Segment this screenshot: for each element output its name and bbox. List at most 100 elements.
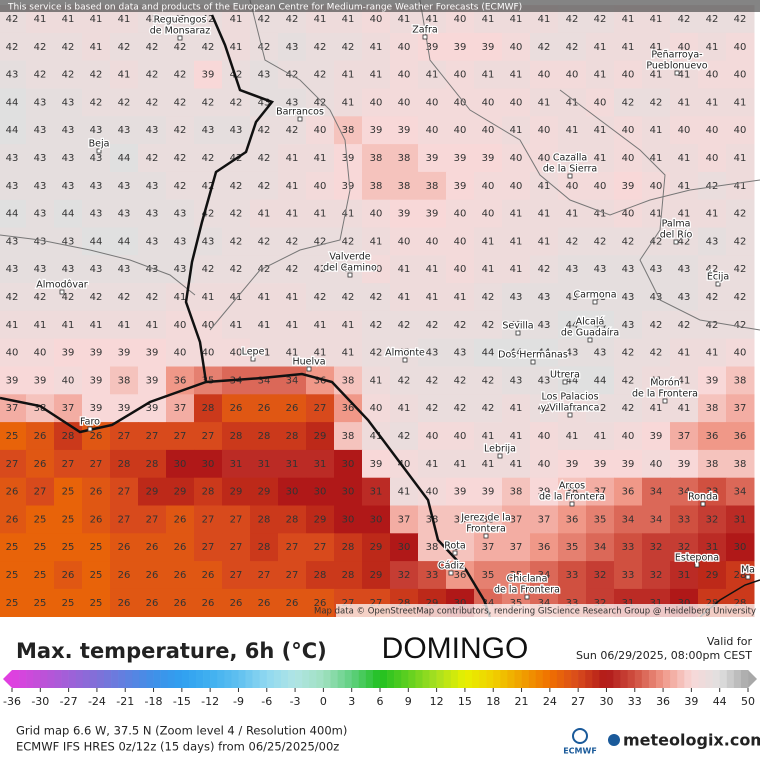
scale-swatch: [387, 670, 395, 688]
temperature-cell: [670, 394, 699, 423]
scale-swatch: [493, 670, 501, 688]
temperature-value: 42: [426, 320, 439, 331]
temperature-cell: [558, 60, 587, 89]
temperature-value: 43: [118, 125, 131, 136]
temperature-value: 41: [62, 14, 75, 25]
temperature-value: 41: [734, 181, 747, 192]
temperature-cell: [530, 88, 559, 117]
temperature-value: 39: [426, 42, 439, 53]
temperature-cell: [138, 116, 167, 145]
place-label: Écija: [707, 271, 729, 283]
temperature-value: 43: [174, 264, 187, 275]
temperature-value: 39: [146, 403, 159, 414]
scale-swatch: [344, 670, 352, 688]
place-label: Huelva: [292, 357, 325, 368]
temperature-value: 28: [118, 459, 131, 470]
temperature-value: 41: [734, 153, 747, 164]
temperature-cell: [698, 88, 727, 117]
temperature-cell: [726, 227, 755, 256]
temperature-cell: [586, 171, 615, 201]
place-label: de Monsaraz: [150, 26, 210, 37]
scale-swatch: [663, 670, 671, 688]
temperature-value: 40: [202, 320, 215, 331]
scale-swatch: [514, 670, 522, 688]
temperature-value: 25: [34, 542, 47, 553]
temperature-value: 43: [118, 264, 131, 275]
temperature-cell: [334, 505, 363, 534]
region-border: [0, 234, 196, 296]
temperature-cell: [446, 449, 475, 479]
temperature-cell: [54, 449, 83, 479]
place-label: de la Sierra: [543, 164, 597, 175]
temperature-cell: [194, 533, 223, 562]
temperature-cell: [110, 588, 139, 618]
temperature-value: 35: [510, 570, 523, 581]
temperature-cell: [586, 561, 615, 590]
temperature-cell: [278, 88, 307, 117]
temperature-value: 41: [258, 348, 271, 359]
temperature-cell: [82, 283, 111, 312]
temperature-cell: [474, 88, 503, 117]
temperature-value: 43: [146, 264, 159, 275]
temperature-value: 34: [622, 514, 635, 525]
temperature-cell: [110, 422, 139, 451]
temperature-cell: [502, 227, 531, 256]
place-marker: [700, 501, 706, 507]
temperature-value: 32: [678, 542, 691, 553]
temperature-cell: [0, 366, 27, 395]
temperature-value: 44: [566, 320, 579, 331]
temperature-cell: [222, 116, 251, 145]
temperature-value: 43: [62, 264, 75, 275]
temperature-value: 38: [734, 375, 747, 386]
temperature-value: 39: [370, 459, 383, 470]
temperature-cell: [82, 561, 111, 590]
temperature-cell: [278, 144, 307, 173]
valid-label: Valid for: [707, 635, 753, 648]
place-label: Zafra: [412, 25, 437, 36]
place-label: y Villafranca: [541, 403, 600, 414]
temperature-value: 43: [594, 348, 607, 359]
color-scale: -36 -30 -27 -24 -21 -18 -15 -12 -9 -6 -3 0 3 6 9 12 15 18…: [3, 670, 757, 708]
brand[interactable]: meteologix.com: [623, 731, 760, 750]
temperature-value: 42: [202, 42, 215, 53]
temperature-cell: [138, 227, 167, 256]
temperature-cell: [0, 477, 27, 506]
temperature-cell: [54, 366, 83, 395]
temperature-cell: [474, 477, 503, 506]
temperature-value: 42: [482, 375, 495, 386]
temperature-cell: [530, 422, 559, 451]
place-label: Dos Hermanas: [498, 350, 568, 361]
temperature-value: 25: [34, 598, 47, 609]
temperature-cell: [222, 449, 251, 479]
temperature-value: 41: [286, 348, 299, 359]
scale-swatch: [54, 670, 62, 688]
temperature-cell: [586, 227, 615, 256]
temperature-cell: [278, 477, 307, 506]
temperature-cell: [250, 283, 279, 312]
temperature-value: 27: [202, 514, 215, 525]
scale-tick-label: -27: [60, 695, 78, 708]
temperature-value: 42: [146, 292, 159, 303]
temperature-cell: [250, 199, 279, 228]
scale-swatch: [337, 670, 345, 688]
temperature-cell: [82, 60, 111, 89]
temperature-cell: [166, 505, 195, 534]
temperature-value: 31: [734, 514, 747, 525]
temperature-value: 41: [370, 431, 383, 442]
temperature-cell: [726, 338, 755, 367]
temperature-value: 44: [538, 348, 551, 359]
temperature-value: 25: [62, 542, 75, 553]
temperature-value: 32: [650, 570, 663, 581]
temperature-value: 36: [538, 542, 551, 553]
temperature-cell: [474, 505, 503, 534]
coastline: [0, 372, 492, 618]
temperature-value: 32: [650, 542, 663, 553]
temperature-value: 26: [146, 542, 159, 553]
temperature-value: 43: [594, 264, 607, 275]
temperature-value: 42: [230, 209, 243, 220]
temperature-cell: [586, 116, 615, 145]
temperature-value: 25: [90, 598, 103, 609]
model-info: ECMWF IFS HRES 0z/12z (15 days) from 06/…: [16, 740, 339, 754]
temperature-value: 37: [174, 403, 187, 414]
temperature-value: 42: [202, 264, 215, 275]
